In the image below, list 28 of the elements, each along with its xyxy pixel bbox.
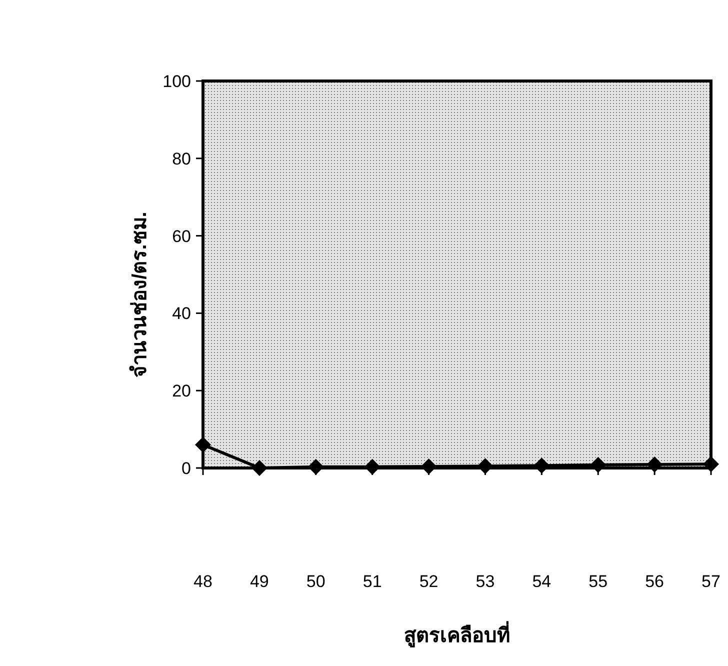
x-tick-label: 53 (476, 572, 495, 591)
point (703, 456, 719, 472)
point (534, 458, 550, 474)
point (251, 460, 268, 476)
point (590, 456, 606, 473)
point (420, 458, 437, 474)
x-axis-title: สูตรเคลือบที่ (404, 620, 510, 649)
y-axis-title: จำนวนช่อง/ตร.ซม. (129, 212, 151, 378)
x-tick-label: 56 (645, 572, 664, 591)
y-tick-label: 80 (172, 149, 191, 168)
x-tick-label: 48 (194, 572, 212, 591)
y-tick-label: 100 (162, 72, 191, 91)
y-tick-label: 20 (172, 382, 191, 401)
y-tick-label: 40 (172, 304, 191, 324)
x-tick-label: 55 (588, 572, 608, 591)
x-tick-label: 52 (419, 572, 438, 591)
x-tick-label: 57 (702, 572, 720, 591)
point (308, 458, 324, 475)
y-tick-label: 60 (172, 226, 191, 246)
point (195, 436, 211, 453)
x-tick-label: 50 (306, 572, 326, 591)
x-tick-label: 49 (250, 572, 269, 591)
point (477, 458, 494, 474)
y-tick-label: 0 (182, 459, 191, 478)
point (646, 456, 663, 473)
x-tick-label: 54 (532, 572, 552, 591)
point (364, 458, 380, 475)
x-tick-label: 51 (362, 572, 382, 591)
